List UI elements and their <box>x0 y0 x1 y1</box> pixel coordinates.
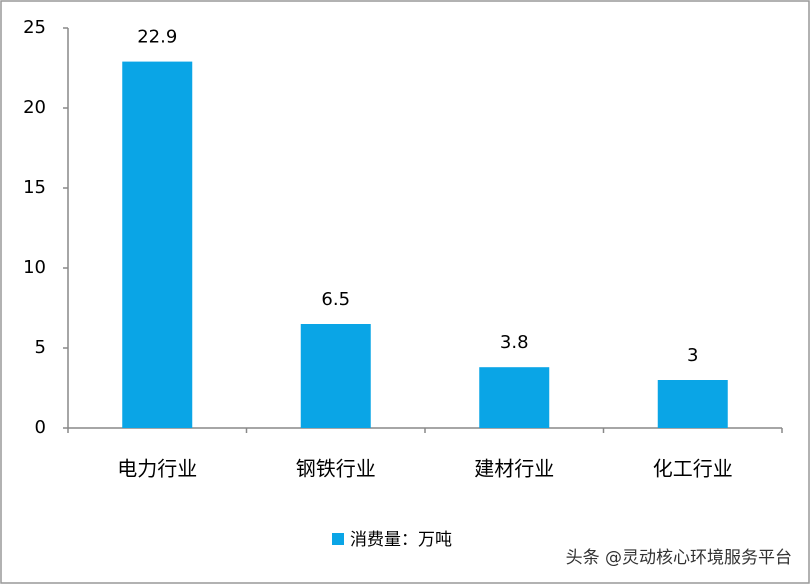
x-tick-label: 钢铁行业 <box>296 457 376 481</box>
data-label: 3.8 <box>500 332 529 353</box>
legend-swatch <box>332 533 344 545</box>
data-label: 22.9 <box>137 27 177 48</box>
x-tick-label: 建材行业 <box>474 457 554 481</box>
y-tick-label: 0 <box>35 417 46 438</box>
data-label: 3 <box>687 345 698 366</box>
bar <box>657 380 728 428</box>
x-tick-label: 电力行业 <box>117 457 197 481</box>
bar <box>479 367 550 428</box>
bar <box>122 61 193 428</box>
y-tick-label: 25 <box>23 17 46 38</box>
y-tick-label: 10 <box>23 257 46 278</box>
watermark: 头条 @灵动核心环境服务平台 <box>566 548 792 568</box>
y-tick-label: 5 <box>35 337 46 358</box>
legend-label: 消费量：万吨 <box>350 530 452 550</box>
y-tick-label: 20 <box>23 97 46 118</box>
data-label: 6.5 <box>321 289 350 310</box>
x-tick-label: 化工行业 <box>653 457 733 481</box>
y-tick-label: 15 <box>23 177 46 198</box>
bar <box>300 324 371 428</box>
